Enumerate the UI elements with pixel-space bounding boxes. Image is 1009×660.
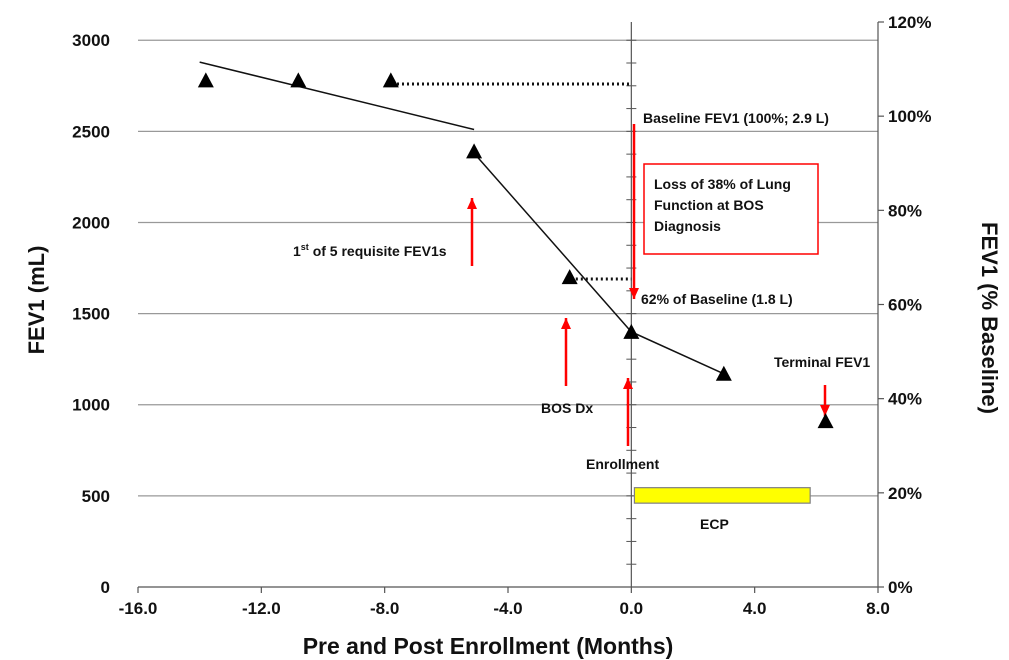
reference-lines bbox=[397, 82, 632, 281]
data-point-triangle bbox=[466, 143, 483, 159]
ecp-bar-group bbox=[633, 487, 811, 504]
x-tick-label: -8.0 bbox=[370, 599, 399, 618]
first-fev1-sup: st bbox=[301, 242, 309, 252]
first-fev1-num: 1 bbox=[293, 243, 301, 259]
y2-axis-title: FEV1 (% Baseline) bbox=[977, 222, 1002, 414]
y2-tick-labels: 0% 20% 40% 60% 80% 100% 120% bbox=[888, 13, 931, 597]
y-tick-label: 500 bbox=[82, 487, 110, 506]
y2-tick-label: 120% bbox=[888, 13, 931, 32]
loss-annotation-box bbox=[643, 163, 819, 255]
axes bbox=[137, 21, 884, 593]
grid-lines bbox=[138, 39, 878, 497]
data-point-triangle bbox=[623, 323, 640, 339]
y2-tick-label: 100% bbox=[888, 107, 931, 126]
first-fev1-rest: of 5 requisite FEV1s bbox=[309, 243, 447, 259]
data-point-triangle bbox=[382, 72, 399, 88]
y2-tick-label: 80% bbox=[888, 201, 922, 220]
x-tick-label: -16.0 bbox=[119, 599, 158, 618]
loss-annotation-line2: Function at BOS bbox=[654, 197, 764, 213]
loss-annotation-line1: Loss of 38% of Lung bbox=[654, 176, 791, 192]
arrow-bos-dx-head bbox=[561, 318, 571, 329]
arrow-enrollment-head bbox=[623, 378, 633, 389]
annotation-arrows bbox=[467, 124, 830, 446]
y2-tick-label: 60% bbox=[888, 296, 922, 315]
x-tick-label: 8.0 bbox=[866, 599, 890, 618]
arrow-loss-head bbox=[629, 288, 639, 299]
y-tick-labels: 0 500 1000 1500 2000 2500 3000 bbox=[72, 31, 110, 597]
x-tick-label: -12.0 bbox=[242, 599, 281, 618]
enrollment-annotation: Enrollment bbox=[586, 456, 659, 472]
pct62-annotation: 62% of Baseline (1.8 L) bbox=[641, 291, 793, 307]
arrow-first-fev1-head bbox=[467, 198, 477, 209]
ecp-bar bbox=[633, 487, 811, 504]
y2-tick-label: 20% bbox=[888, 484, 922, 503]
y-tick-label: 1500 bbox=[72, 305, 110, 324]
data-point-triangle bbox=[817, 413, 834, 429]
x-tick-labels: -16.0 -12.0 -8.0 -4.0 0.0 4.0 8.0 bbox=[119, 599, 890, 618]
y-axis-title: FEV1 (mL) bbox=[24, 246, 49, 355]
y-tick-label: 1000 bbox=[72, 396, 110, 415]
loss-annotation-line3: Diagnosis bbox=[654, 218, 721, 234]
arrow-terminal-head bbox=[820, 405, 830, 416]
data-point-triangle bbox=[561, 269, 578, 285]
x-tick-label: 4.0 bbox=[743, 599, 767, 618]
y2-tick-label: 0% bbox=[888, 578, 913, 597]
x-tick-label: -4.0 bbox=[493, 599, 522, 618]
data-point-triangle bbox=[290, 72, 307, 88]
y-tick-label: 2500 bbox=[72, 122, 110, 141]
y-tick-label: 2000 bbox=[72, 213, 110, 232]
y-tick-label: 3000 bbox=[72, 31, 110, 50]
terminal-annotation: Terminal FEV1 bbox=[774, 354, 870, 370]
x-tick-label: 0.0 bbox=[620, 599, 644, 618]
y2-tick-label: 40% bbox=[888, 390, 922, 409]
ecp-label: ECP bbox=[700, 516, 729, 532]
bos-dx-annotation: BOS Dx bbox=[541, 400, 593, 416]
first-fev1-annotation: 1st of 5 requisite FEV1s bbox=[293, 242, 447, 259]
trend-line bbox=[199, 61, 475, 131]
x-axis-title: Pre and Post Enrollment (Months) bbox=[303, 633, 674, 659]
data-markers bbox=[197, 72, 834, 429]
y-tick-label: 0 bbox=[101, 578, 110, 597]
data-point-triangle bbox=[715, 365, 732, 381]
baseline-annotation: Baseline FEV1 (100%; 2.9 L) bbox=[643, 110, 829, 126]
data-point-triangle bbox=[197, 72, 214, 88]
